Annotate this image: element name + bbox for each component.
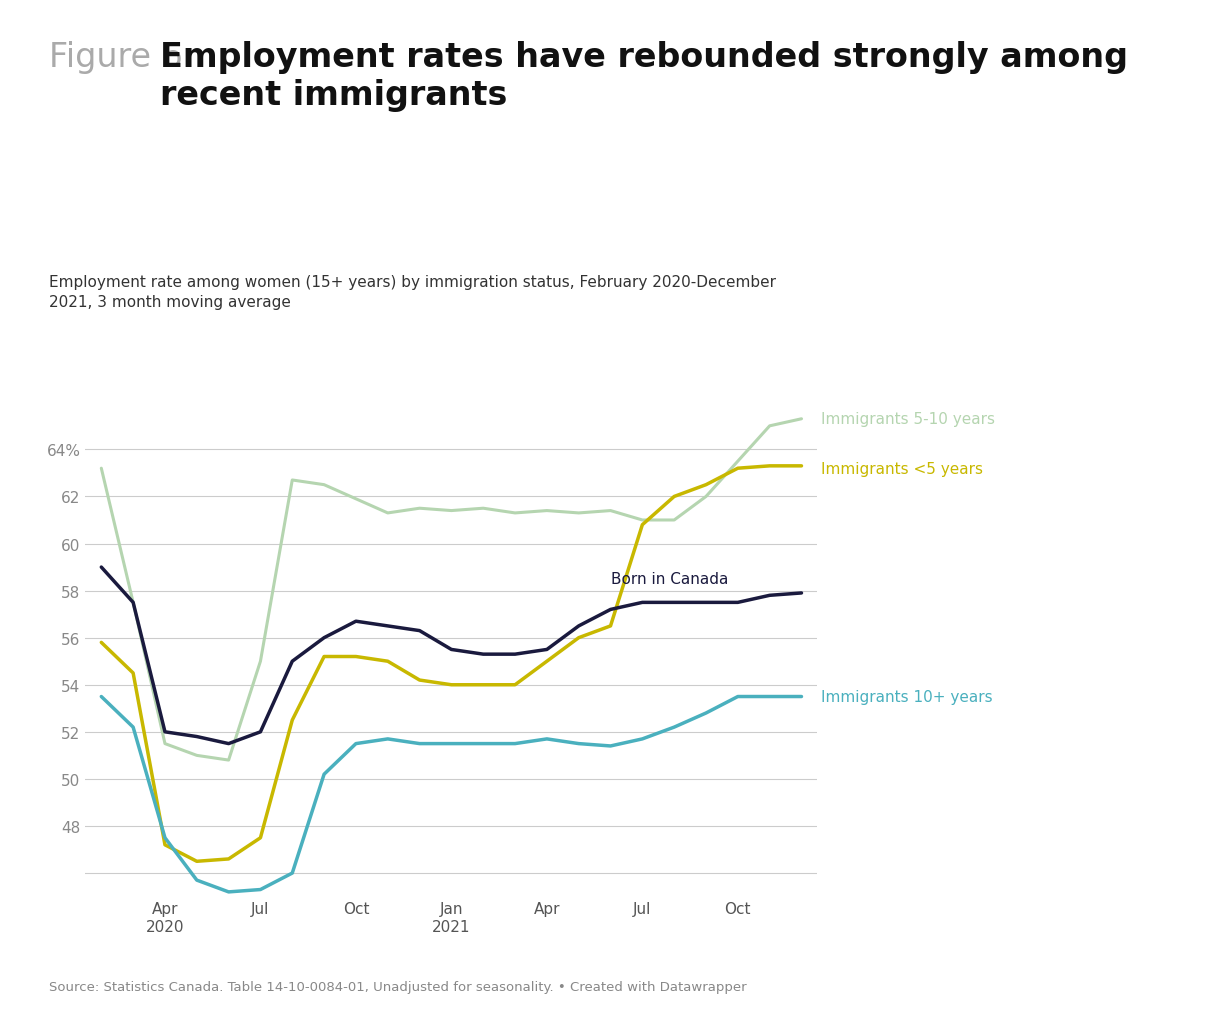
Text: Born in Canada: Born in Canada — [610, 572, 728, 587]
Text: Immigrants <5 years: Immigrants <5 years — [821, 462, 982, 476]
Text: Employment rate among women (15+ years) by immigration status, February 2020-Dec: Employment rate among women (15+ years) … — [49, 275, 776, 310]
Text: Source: Statistics Canada. Table 14-10-0084-01, Unadjusted for seasonality. • Cr: Source: Statistics Canada. Table 14-10-0… — [49, 980, 747, 994]
Text: Immigrants 5-10 years: Immigrants 5-10 years — [821, 412, 994, 427]
Text: Employment rates have rebounded strongly among
recent immigrants: Employment rates have rebounded strongly… — [160, 41, 1127, 112]
Text: Figure 6:: Figure 6: — [49, 41, 205, 73]
Text: Immigrants 10+ years: Immigrants 10+ years — [821, 689, 992, 704]
